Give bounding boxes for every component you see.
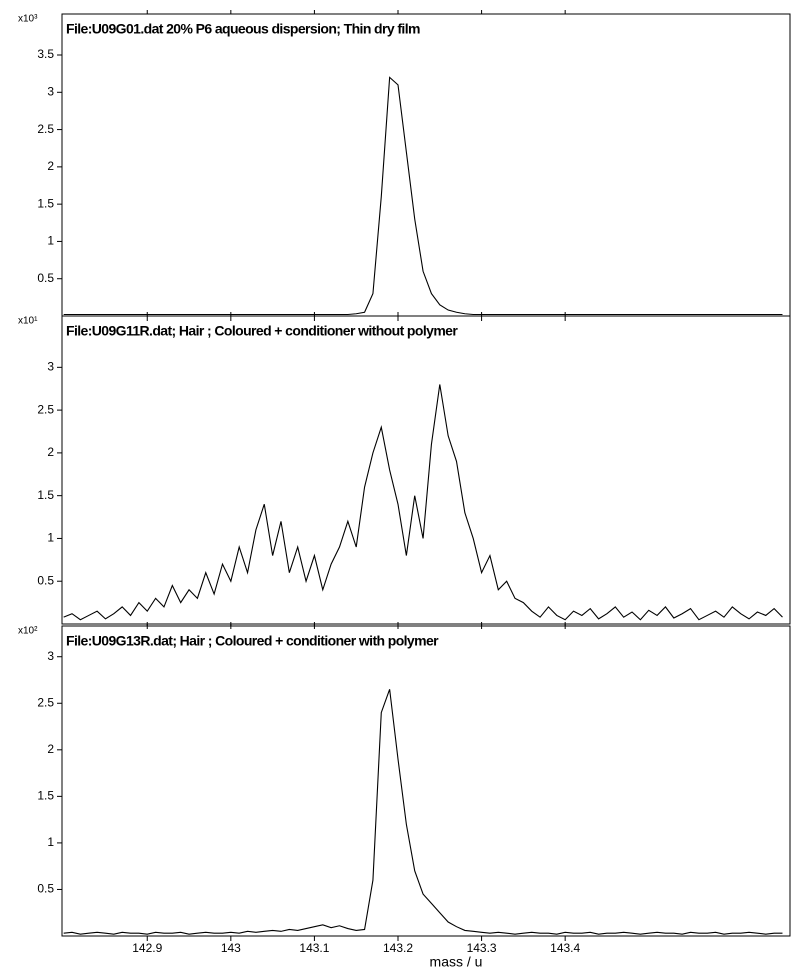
y-multiplier: x10² — [18, 626, 38, 637]
y-tick-label: 2 — [47, 159, 54, 173]
y-tick-label: 0.5 — [37, 882, 54, 896]
x-tick-label: 143.4 — [550, 941, 580, 955]
x-axis-label: mass / u — [430, 954, 483, 970]
plot-frame — [61, 13, 791, 317]
y-tick-label: 1 — [47, 835, 54, 849]
plot-frame — [61, 625, 791, 937]
y-tick-label: 1 — [47, 531, 54, 545]
y-tick-label: 2.5 — [37, 122, 54, 136]
y-tick-label: 2.5 — [37, 402, 54, 416]
y-tick-label: 1.5 — [37, 488, 54, 502]
spectrum-line — [63, 384, 783, 621]
y-tick-label: 0.5 — [37, 573, 54, 587]
x-tick-label: 143.3 — [467, 941, 497, 955]
plot-frame — [61, 315, 791, 625]
y-tick-label: 3.5 — [37, 47, 54, 61]
x-tick-label: 143.2 — [383, 941, 413, 955]
y-tick-label: 1.5 — [37, 789, 54, 803]
x-tick-label: 142.9 — [132, 941, 162, 955]
y-tick-label: 3 — [47, 360, 54, 374]
y-tick-label: 3 — [47, 649, 54, 663]
y-tick-label: 1 — [47, 234, 54, 248]
y-multiplier: x10¹ — [18, 316, 38, 327]
panel-title: File:U09G13R.dat; Hair ; Coloured + cond… — [66, 633, 439, 649]
y-tick-label: 0.5 — [37, 271, 54, 285]
y-tick-label: 2 — [47, 742, 54, 756]
spectrum-line — [63, 76, 783, 316]
y-tick-label: 2 — [47, 445, 54, 459]
y-multiplier: x10³ — [18, 14, 38, 25]
x-tick-label: 143.1 — [299, 941, 329, 955]
y-tick-label: 2.5 — [37, 695, 54, 709]
y-tick-label: 3 — [47, 84, 54, 98]
x-tick-label: 143 — [221, 941, 241, 955]
panel-title: File:U09G01.dat 20% P6 aqueous dispersio… — [66, 21, 420, 37]
spectrum-line — [63, 689, 783, 935]
y-tick-label: 1.5 — [37, 196, 54, 210]
panel-title: File:U09G11R.dat; Hair ; Coloured + cond… — [66, 323, 458, 339]
